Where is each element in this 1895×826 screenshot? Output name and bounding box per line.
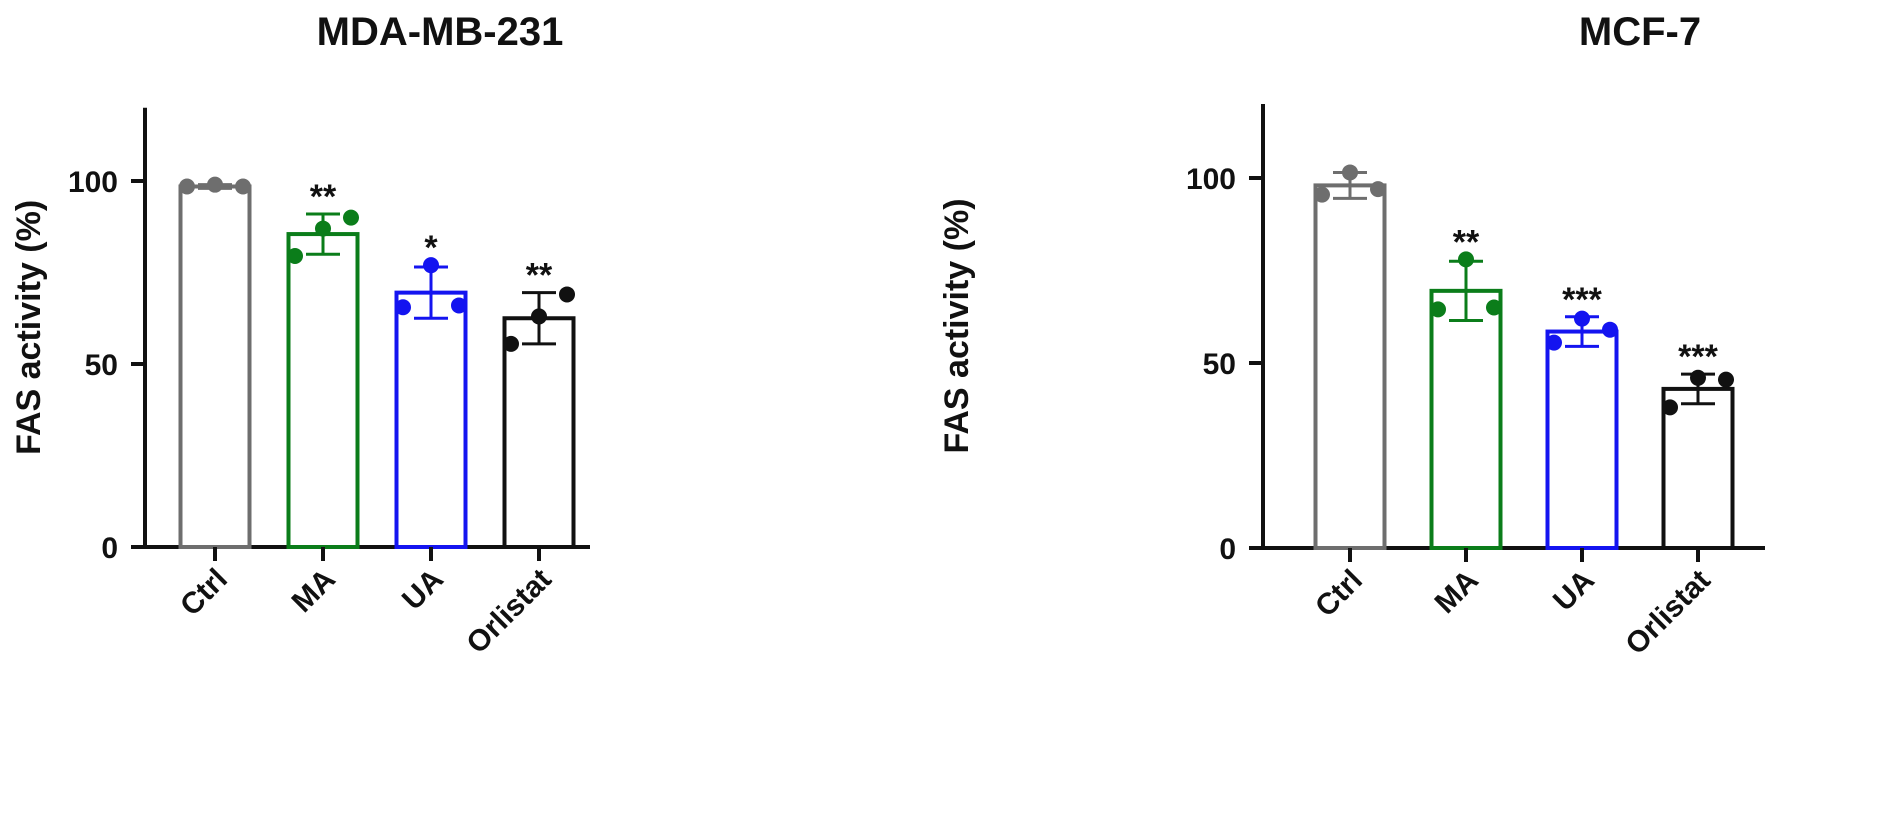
bar-orlistat bbox=[502, 316, 576, 549]
x-tick-label: Ctrl bbox=[174, 563, 234, 623]
x-tick-label: MA bbox=[286, 563, 342, 619]
bar-ma bbox=[1429, 288, 1503, 550]
y-tick-label: 0 bbox=[101, 532, 118, 565]
data-point bbox=[395, 299, 411, 316]
data-point bbox=[1314, 186, 1330, 203]
y-tick-label: 0 bbox=[1219, 533, 1236, 566]
y-tick-label: 50 bbox=[85, 349, 118, 382]
y-tick-label: 100 bbox=[1186, 163, 1236, 196]
x-tick-label: Orlistat bbox=[1619, 564, 1717, 662]
data-point bbox=[1546, 334, 1562, 351]
data-point bbox=[179, 178, 195, 195]
data-point bbox=[207, 176, 223, 193]
data-point bbox=[315, 220, 331, 237]
bar-ua bbox=[394, 290, 468, 549]
data-point bbox=[1370, 181, 1386, 198]
x-tick-label: UA bbox=[396, 563, 450, 617]
significance-label: *** bbox=[1678, 338, 1718, 376]
bar-ctrl bbox=[178, 184, 252, 550]
y-tick-label: 100 bbox=[68, 166, 118, 199]
chart-panel-mcf-7: 0 50 100 FAS activity (%) Ctrl ** MA *** UA *** Or… bbox=[938, 0, 1895, 826]
significance-label: * bbox=[424, 229, 438, 267]
data-point bbox=[1430, 301, 1446, 318]
data-point bbox=[1718, 371, 1734, 388]
x-tick-label: Orlistat bbox=[460, 563, 558, 661]
data-point bbox=[1458, 251, 1474, 268]
significance-label: ** bbox=[526, 257, 553, 295]
y-axis-label: FAS activity (%) bbox=[938, 198, 976, 453]
data-point bbox=[503, 335, 519, 352]
data-point bbox=[1342, 164, 1358, 181]
data-point bbox=[1574, 310, 1590, 327]
data-point bbox=[287, 248, 303, 265]
data-point bbox=[1602, 321, 1618, 338]
x-tick-label: Ctrl bbox=[1309, 564, 1369, 624]
chart-title: MDA-MB-231 bbox=[316, 10, 564, 54]
significance-label: ** bbox=[310, 178, 337, 216]
significance-label: ** bbox=[1453, 223, 1480, 261]
x-tick-label: UA bbox=[1547, 564, 1601, 618]
chart-panel-mda-mb-231: 0 50 100 FAS activity (%) Ctrl ** MA * UA ** Orlis… bbox=[0, 0, 900, 826]
data-point bbox=[451, 297, 467, 314]
data-point bbox=[1662, 399, 1678, 416]
y-axis-label: FAS activity (%) bbox=[10, 200, 48, 455]
chart-title: MCF-7 bbox=[1578, 10, 1702, 54]
y-tick-label: 50 bbox=[1203, 348, 1236, 381]
chart-svg-mcf-7: 0 50 100 FAS activity (%) Ctrl ** MA *** UA *** Or… bbox=[938, 104, 1765, 662]
data-point bbox=[235, 178, 251, 195]
data-point bbox=[559, 286, 575, 303]
data-point bbox=[1690, 369, 1706, 386]
data-point bbox=[1486, 299, 1502, 316]
data-point bbox=[531, 308, 547, 325]
data-point bbox=[343, 209, 359, 226]
x-tick-label: MA bbox=[1429, 564, 1485, 620]
bar-ctrl bbox=[1313, 183, 1387, 550]
data-point bbox=[423, 257, 439, 274]
bar-ma bbox=[286, 232, 360, 549]
bar-ua bbox=[1545, 329, 1619, 550]
significance-label: *** bbox=[1562, 281, 1602, 319]
chart-svg-mda-mb-231: 0 50 100 FAS activity (%) Ctrl ** MA * UA ** Orlis… bbox=[10, 107, 590, 661]
